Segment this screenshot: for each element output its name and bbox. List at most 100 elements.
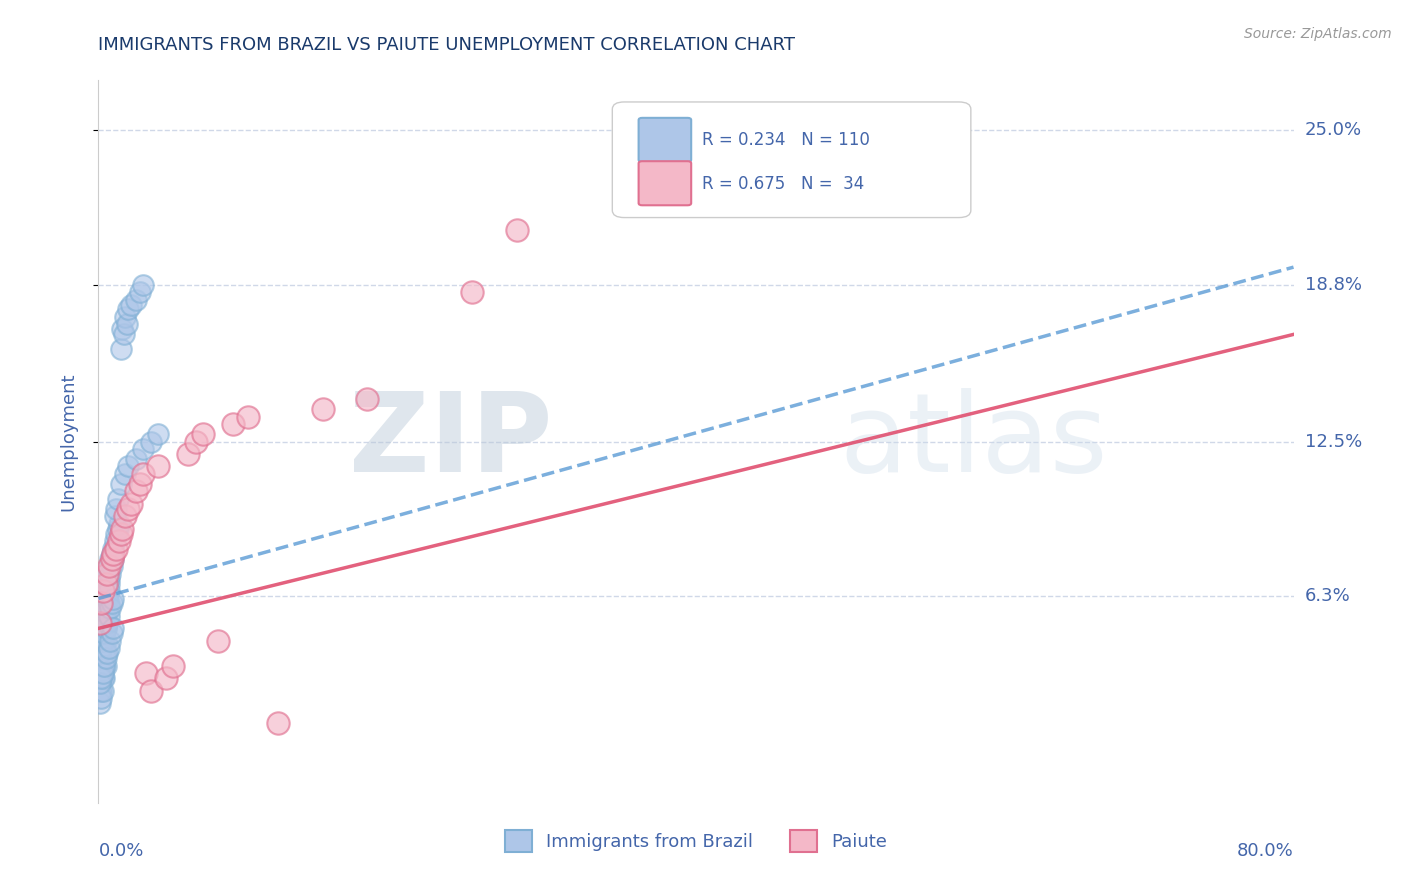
Point — [132, 277, 155, 292]
Point — [97, 572, 120, 586]
Text: IMMIGRANTS FROM BRAZIL VS PAIUTE UNEMPLOYMENT CORRELATION CHART: IMMIGRANTS FROM BRAZIL VS PAIUTE UNEMPLO… — [98, 36, 796, 54]
Point — [104, 534, 127, 549]
Point — [98, 633, 122, 648]
Point — [105, 541, 128, 556]
Point — [93, 671, 115, 685]
Point — [155, 671, 177, 685]
Point — [90, 591, 112, 606]
Point — [91, 591, 114, 606]
Point — [89, 646, 111, 660]
Point — [96, 566, 118, 581]
Y-axis label: Unemployment: Unemployment — [59, 372, 77, 511]
Point — [91, 609, 114, 624]
Point — [89, 626, 111, 640]
Point — [96, 591, 118, 606]
Point — [90, 601, 112, 615]
Point — [311, 402, 333, 417]
Point — [125, 452, 148, 467]
Point — [93, 633, 115, 648]
Point — [90, 691, 112, 706]
Point — [89, 683, 111, 698]
Point — [101, 597, 124, 611]
Text: 6.3%: 6.3% — [1305, 587, 1350, 605]
Point — [98, 551, 122, 566]
Point — [93, 601, 115, 615]
Point — [117, 302, 139, 317]
Text: 25.0%: 25.0% — [1305, 121, 1362, 139]
Point — [101, 551, 124, 566]
Point — [356, 392, 378, 407]
Point — [93, 609, 115, 624]
Point — [107, 491, 129, 506]
Point — [117, 501, 139, 516]
Point — [101, 547, 124, 561]
Point — [94, 658, 117, 673]
Point — [93, 621, 115, 635]
Point — [94, 621, 117, 635]
Point — [91, 597, 114, 611]
Point — [96, 601, 118, 615]
Text: ZIP: ZIP — [349, 388, 553, 495]
Point — [103, 621, 125, 635]
Point — [91, 584, 114, 599]
Point — [110, 526, 132, 541]
Point — [97, 609, 120, 624]
Point — [89, 616, 111, 631]
Point — [103, 591, 125, 606]
Point — [96, 616, 118, 631]
Point — [91, 621, 114, 635]
Point — [93, 584, 115, 599]
Point — [90, 609, 112, 624]
Point — [94, 584, 117, 599]
FancyBboxPatch shape — [638, 161, 692, 205]
Point — [97, 584, 120, 599]
Point — [91, 666, 114, 681]
Point — [89, 621, 111, 635]
Point — [94, 576, 117, 591]
Point — [125, 484, 148, 499]
Text: 12.5%: 12.5% — [1305, 433, 1362, 450]
Point — [96, 584, 118, 599]
Point — [132, 467, 155, 481]
Point — [148, 459, 170, 474]
Point — [139, 434, 162, 449]
Point — [207, 633, 229, 648]
Point — [89, 671, 111, 685]
Point — [267, 716, 290, 731]
Text: R = 0.234   N = 110: R = 0.234 N = 110 — [702, 131, 870, 149]
Point — [461, 285, 484, 299]
Point — [117, 459, 139, 474]
Point — [94, 591, 117, 606]
Point — [108, 534, 131, 549]
Point — [90, 646, 112, 660]
Point — [120, 497, 142, 511]
Point — [107, 522, 129, 536]
Point — [94, 609, 117, 624]
Point — [101, 626, 124, 640]
Point — [94, 576, 117, 591]
Point — [135, 666, 157, 681]
Point — [104, 509, 127, 524]
Point — [89, 658, 111, 673]
Legend: Immigrants from Brazil, Paiute: Immigrants from Brazil, Paiute — [498, 822, 894, 859]
Point — [97, 597, 120, 611]
Point — [90, 641, 112, 656]
Text: 0.0%: 0.0% — [98, 842, 143, 860]
Point — [89, 609, 111, 624]
Point — [103, 547, 125, 561]
Point — [96, 576, 118, 591]
Point — [222, 417, 245, 431]
Point — [94, 633, 117, 648]
Point — [506, 223, 529, 237]
Point — [91, 646, 114, 660]
Point — [94, 651, 117, 665]
Text: Source: ZipAtlas.com: Source: ZipAtlas.com — [1244, 27, 1392, 41]
Point — [94, 646, 117, 660]
Point — [103, 551, 125, 566]
Point — [97, 576, 120, 591]
Point — [139, 683, 162, 698]
Point — [98, 601, 122, 615]
Point — [91, 658, 114, 673]
Point — [132, 442, 155, 456]
Point — [93, 591, 115, 606]
